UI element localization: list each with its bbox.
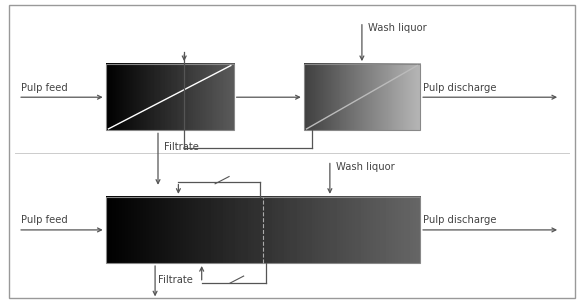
Text: Filtrate: Filtrate xyxy=(164,142,199,152)
Text: Pulp discharge: Pulp discharge xyxy=(423,83,496,93)
Text: Wash liquor: Wash liquor xyxy=(368,23,426,33)
Text: Filtrate: Filtrate xyxy=(158,275,193,285)
Text: Pulp discharge: Pulp discharge xyxy=(423,215,496,225)
Bar xyxy=(106,197,420,263)
Text: Pulp feed: Pulp feed xyxy=(21,83,68,93)
Bar xyxy=(106,64,234,130)
Text: Wash liquor: Wash liquor xyxy=(336,162,394,172)
Text: Pulp feed: Pulp feed xyxy=(21,215,68,225)
Bar xyxy=(304,64,420,130)
